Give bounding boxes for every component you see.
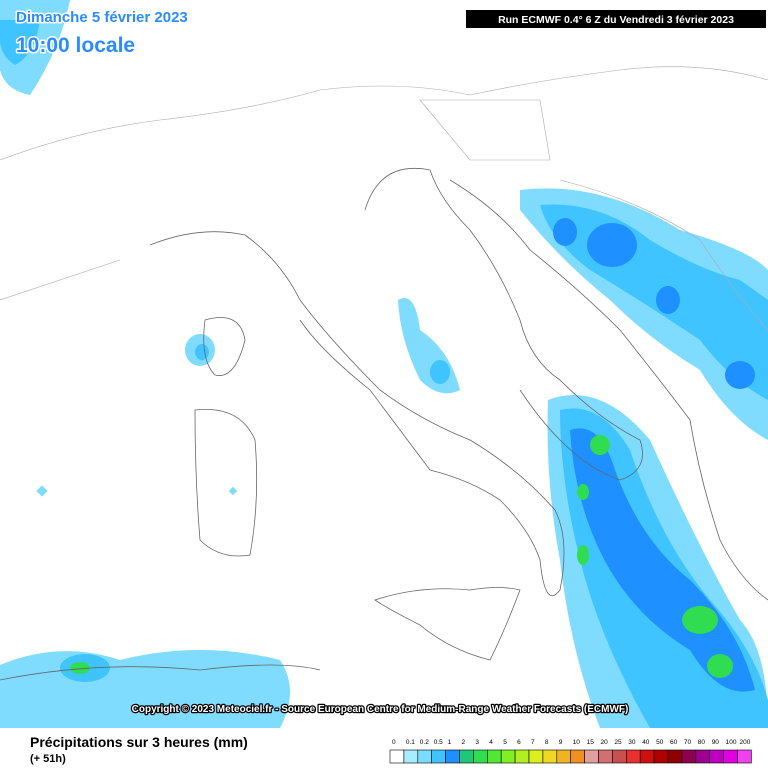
legend-label: 4: [489, 739, 493, 746]
legend-label: 25: [614, 739, 622, 746]
legend-swatch: [556, 749, 571, 764]
legend-label: 40: [642, 739, 650, 746]
legend-label: 5: [503, 739, 507, 746]
legend-swatch: [459, 749, 474, 764]
legend-label: 60: [670, 739, 678, 746]
legend-swatch: [389, 749, 405, 764]
legend-swatch: [639, 749, 655, 764]
legend-swatch: [737, 749, 752, 764]
legend-label: 0.5: [434, 739, 443, 746]
legend-swatch: [528, 749, 544, 764]
legend-label: 30: [628, 739, 636, 746]
legend-title: Précipitations sur 3 heures (mm): [30, 734, 248, 750]
legend-swatch: [542, 749, 558, 764]
legend-label: 10: [573, 739, 581, 746]
copyright: Copyright © 2023 Meteociel.fr - Source E…: [132, 704, 629, 715]
legend-label: 20: [601, 739, 609, 746]
legend-swatch: [570, 749, 585, 764]
legend-swatch: [598, 749, 613, 764]
lead-time: (+ 51h): [30, 753, 66, 765]
legend-swatch: [612, 749, 627, 764]
legend-swatch: [403, 749, 419, 764]
legend-swatch: [653, 749, 669, 764]
legend-label: 50: [656, 739, 664, 746]
run-box: [466, 10, 766, 28]
legend-swatch: [681, 749, 697, 764]
legend-label: 200: [740, 739, 751, 746]
legend-label: 0: [392, 739, 396, 746]
legend-label: 90: [712, 739, 720, 746]
legend-swatch: [667, 749, 683, 764]
legend-swatch: [584, 749, 599, 764]
legend-swatch: [486, 749, 502, 764]
legend-label: 7: [531, 739, 535, 746]
legend: 0 0.1 0.2 0.5 1 2 3 4 5 6 7 8 9 10 15 20 25 30 40 50 60 70 80 9…: [389, 739, 752, 764]
legend-label: 2: [462, 739, 466, 746]
legend-label: 15: [587, 739, 595, 746]
legend-swatch: [445, 749, 460, 764]
legend-label: 8: [545, 739, 549, 746]
legend-swatch: [431, 749, 446, 764]
time: 10:00 locale: [16, 34, 135, 57]
legend-label: 6: [517, 739, 521, 746]
precipitation: [0, 0, 768, 728]
coastlines: [0, 66, 768, 681]
legend-swatch: [500, 749, 516, 764]
legend-swatch: [514, 749, 530, 764]
legend-label: 1: [448, 739, 452, 746]
legend-label: 100: [726, 739, 737, 746]
legend-swatch: [709, 749, 724, 764]
legend-swatch: [625, 749, 641, 764]
legend-label: 3: [475, 739, 479, 746]
legend-label: 70: [684, 739, 692, 746]
legend-label: 80: [698, 739, 706, 746]
legend-label: 0.2: [420, 739, 429, 746]
legend-swatch: [473, 749, 488, 764]
legend-swatch: [723, 749, 738, 764]
date: Dimanche 5 février 2023: [16, 9, 188, 26]
run-info: Run ECMWF 0.4° 6 Z du Vendredi 3 février…: [498, 14, 734, 26]
legend-swatch: [417, 749, 432, 764]
legend-label: 0.1: [406, 739, 415, 746]
legend-swatch: [695, 749, 710, 764]
legend-label: 9: [559, 739, 563, 746]
